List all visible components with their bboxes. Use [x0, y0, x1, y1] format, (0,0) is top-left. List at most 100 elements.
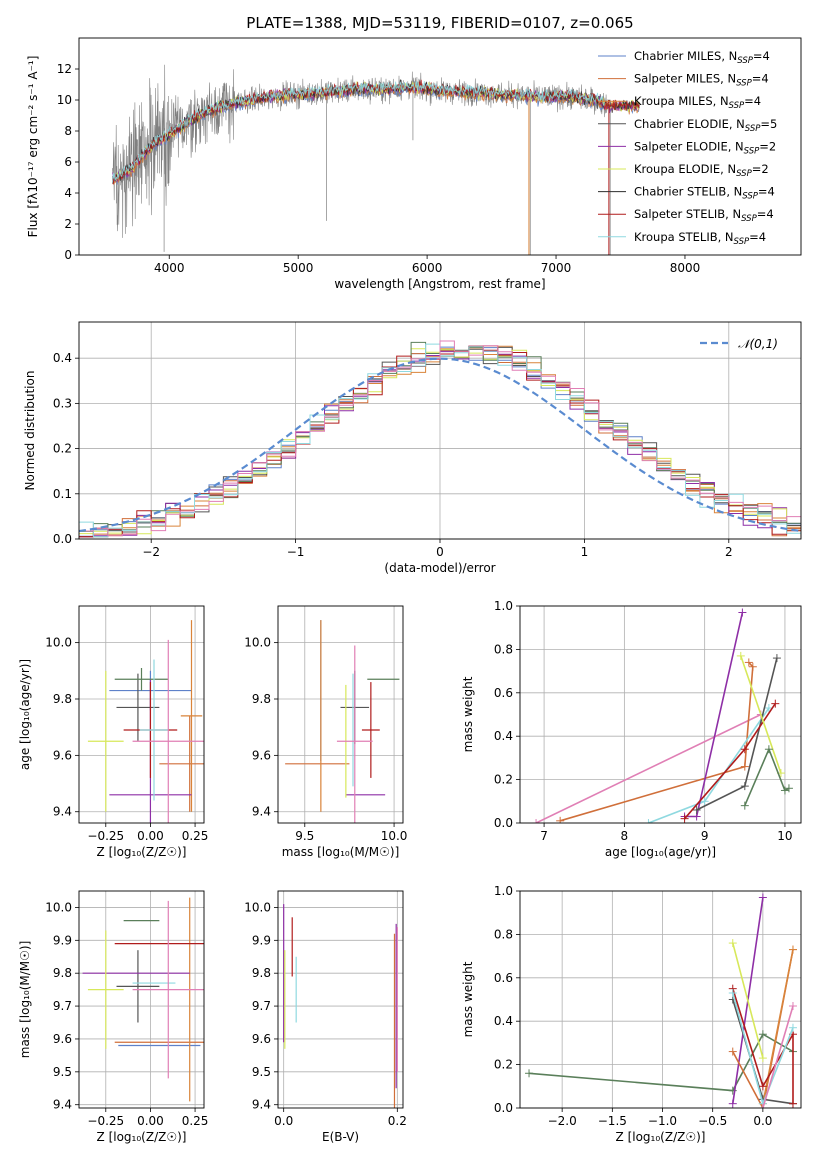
y-tick-label: 9.9: [53, 933, 72, 947]
plot-area: [283, 904, 398, 1108]
chart-title: PLATE=1388, MJD=53119, FIBERID=0107, z=0…: [246, 14, 633, 32]
axes-frame: [519, 605, 802, 824]
legend-subscript: SSP: [734, 237, 750, 247]
x-tick-label: 0: [436, 545, 444, 559]
y-tick-label: 9.4: [53, 805, 72, 819]
y-tick-label: 0.3: [53, 396, 72, 410]
y-tick-label: 0.6: [494, 971, 513, 985]
plus-marker: [556, 816, 565, 823]
plus-marker: [771, 699, 780, 708]
panel-residuals: −2 −1 0 1 2 0.0 0.1 0.2 0.3 0.4 𝒩(0,1) (data-model)…: [23, 321, 802, 575]
x-tick-label: −0.25: [87, 829, 124, 843]
error-bar-point: [114, 668, 169, 691]
legend-count: =2: [752, 162, 769, 176]
x-tick-label: 0.0: [274, 1114, 293, 1128]
x-tick-label: −0.25: [87, 1114, 124, 1128]
x-tick-label: 8000: [670, 261, 701, 275]
y-tick-label: 0.2: [494, 773, 513, 787]
y-tick-label: 1.0: [494, 884, 513, 898]
panel-mass-vs-EBV: 0.0 0.2 9.4 9.5 9.6 9.7 9.8 9.9 10.0 E(B-V): [244, 890, 407, 1144]
plus-marker: [788, 1002, 797, 1011]
y-tick-label: 0.2: [494, 1058, 513, 1072]
axes-frame: [78, 605, 205, 824]
y-tick-label: 0.0: [53, 532, 72, 546]
legend-label-text: Salpeter ELODIE, N: [634, 139, 744, 153]
y-tick-label: 9.4: [53, 1098, 72, 1112]
y-tick-label: 0.4: [53, 351, 72, 365]
legend-label-text: Chabrier ELODIE, N: [634, 117, 745, 131]
plus-marker: [692, 805, 701, 814]
axes-frame: [78, 321, 802, 540]
axes-frame: [277, 605, 404, 824]
plus-marker: [740, 745, 749, 754]
legend-label-text: Chabrier STELIB, N: [634, 185, 742, 199]
x-tick-label: −2.0: [548, 1114, 577, 1128]
plot-area: [87, 620, 204, 823]
legend-subscript: SSP: [736, 79, 752, 89]
plus-marker: [680, 814, 689, 823]
plus-marker: [772, 654, 781, 663]
legend-label: Salpeter STELIB, NSSP=4: [634, 207, 774, 224]
x-axis-label: age [log₁₀(age/yr)]: [605, 845, 716, 859]
weight-line: [559, 661, 754, 822]
legend-label-text: Salpeter STELIB, N: [634, 207, 741, 221]
error-bar-point: [361, 682, 380, 778]
plot-area: [532, 608, 793, 823]
legend-subscript: SSP: [742, 192, 758, 202]
x-tick-label: −0.5: [698, 1114, 727, 1128]
y-tick-label: 4: [64, 186, 72, 200]
y-tick-label: 9.8: [53, 692, 72, 706]
y-tick-label: 8: [64, 124, 72, 138]
y-axis-label: Flux [fλ10⁻¹⁷ erg cm⁻² s⁻¹ A⁻¹]: [26, 56, 40, 238]
y-axis-label: age [log₁₀(age/yr)]: [18, 659, 32, 770]
x-axis-label: Z [log₁₀(Z/Z☉)]: [616, 1130, 706, 1144]
y-tick-label: 9.7: [252, 999, 271, 1013]
legend-count: =4: [753, 49, 770, 63]
y-tick-label: 10.0: [244, 900, 271, 914]
x-axis-label: Z [log₁₀(Z/Z☉)]: [97, 1130, 187, 1144]
normal-curve: [79, 357, 801, 533]
weight-line: [744, 747, 790, 806]
panel-age-vs-mass: 9.5 10.0 9.4 9.6 9.8 10.0 mass [log₁₀(M/M☉)]: [244, 605, 408, 859]
x-tick-label: −2: [142, 545, 160, 559]
x-axis-label: (data-model)/error: [384, 561, 495, 575]
plus-marker: [788, 1099, 797, 1108]
x-axis-label: wavelength [Angstrom, rest frame]: [334, 277, 545, 291]
legend-label: Kroupa ELODIE, NSSP=2: [634, 162, 769, 179]
plot-area: [112, 64, 640, 255]
legend-label-text: Chabrier MILES, N: [634, 49, 737, 63]
panel-age-vs-Z: −0.25 0.00 0.25 9.4 9.6 9.8 10.0 Z [log₁₀(Z/Z☉)…: [18, 605, 208, 859]
legend-label-text: Kroupa ELODIE, N: [634, 162, 736, 176]
y-tick-label: 9.6: [53, 748, 72, 762]
legend-count: =5: [760, 117, 777, 131]
y-tick-label: 9.4: [252, 1098, 271, 1112]
plus-marker: [736, 651, 745, 660]
plot-area: [285, 620, 400, 823]
weight-line: [528, 1033, 794, 1092]
plus-marker: [748, 662, 757, 671]
plus-marker: [728, 988, 737, 997]
x-tick-label: 10.0: [381, 829, 408, 843]
plus-marker: [758, 1104, 767, 1108]
y-tick-label: 10.0: [45, 900, 72, 914]
y-tick-label: 9.5: [252, 1065, 271, 1079]
legend-label: Salpeter ELODIE, NSSP=2: [634, 139, 776, 156]
y-axis-label: mass [log₁₀(M/M☉)]: [18, 941, 32, 1059]
y-tick-label: 0.1: [53, 487, 72, 501]
axes-frame: [78, 890, 205, 1109]
y-tick-label: 0.4: [494, 729, 513, 743]
x-tick-label: 0.00: [137, 829, 164, 843]
weight-line: [732, 942, 764, 1059]
legend-label: Chabrier STELIB, NSSP=4: [634, 185, 775, 202]
legend-count: =4: [758, 185, 775, 199]
plus-marker: [740, 762, 749, 771]
error-bar-point: [132, 639, 204, 823]
plot-area: [525, 893, 797, 1108]
legend-count: =4: [757, 207, 774, 221]
histogram-step: [79, 340, 801, 537]
weight-line: [740, 655, 782, 774]
weight-line: [535, 713, 762, 823]
y-tick-label: 1.0: [494, 599, 513, 613]
legend-label: Kroupa MILES, NSSP=4: [634, 94, 761, 111]
